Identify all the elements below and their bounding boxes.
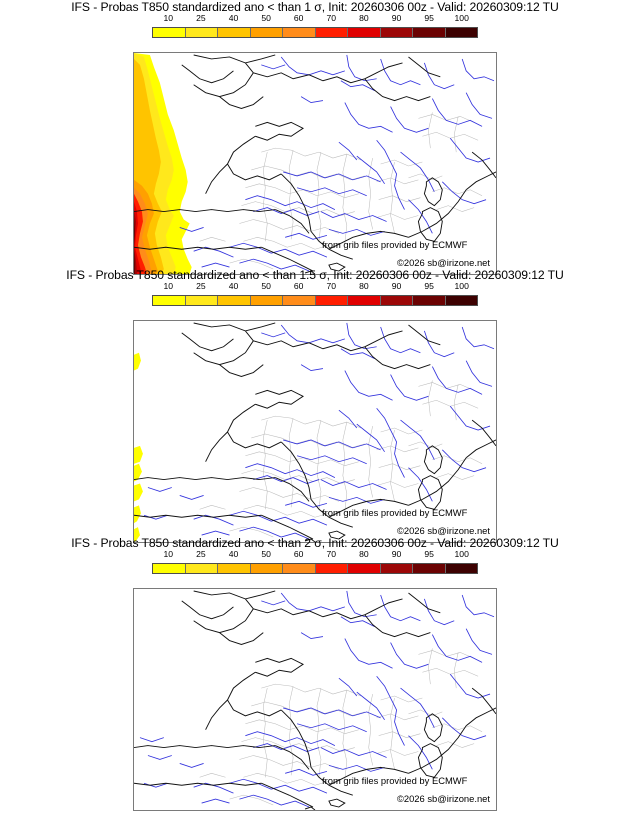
colorbar-band-10: [153, 564, 186, 573]
copyright-credit: ©2026 sb@irizone.net: [396, 257, 490, 268]
colorbar-band-40: [218, 28, 251, 37]
colorbar-tick-25: 25: [196, 281, 206, 291]
colorbar-band-70: [315, 296, 348, 305]
colorbar-tick-50: 50: [261, 13, 271, 23]
colorbar-tick-25: 25: [196, 549, 206, 559]
colorbar-tick-10: 10: [163, 549, 174, 559]
colorbar-tick-60: 60: [293, 281, 304, 291]
colorbar-gradient: [152, 295, 478, 306]
colorbar-tick-95: 95: [424, 549, 434, 559]
map-canvas-2[interactable]: from grib files provided by ECMWF ©2026 …: [133, 320, 497, 543]
panel-title: IFS - Probas T850 standardized ano < tha…: [71, 536, 559, 550]
colorbar-gradient: [152, 563, 478, 574]
colorbar-band-10: [153, 28, 186, 37]
map-canvas-3[interactable]: from grib files provided by ECMWF ©2026 …: [133, 588, 497, 811]
source-credit: from grib files provided by ECMWF: [322, 775, 468, 786]
colorbar-3: 10 25 40 50 60 70 80 90 95 100: [152, 549, 478, 579]
colorbar-band-90: [380, 296, 413, 305]
colorbar-tick-90: 90: [391, 281, 402, 291]
colorbar-ticks: 10 25 40 50 60 70 80 90 95 100: [152, 281, 478, 292]
colorbar-band-100: [445, 296, 477, 305]
colorbar-tick-80: 80: [359, 549, 369, 559]
colorbar-band-95: [413, 28, 446, 37]
colorbar-tick-40: 40: [228, 281, 239, 291]
colorbar-tick-60: 60: [293, 549, 304, 559]
copyright-credit: ©2026 sb@irizone.net: [396, 793, 490, 804]
colorbar-tick-60: 60: [293, 13, 304, 23]
colorbar-band-90: [380, 564, 413, 573]
colorbar-tick-80: 80: [359, 13, 369, 23]
map-canvas-1[interactable]: from grib files provided by ECMWF ©2026 …: [133, 52, 497, 275]
colorbar-band-10: [153, 296, 186, 305]
colorbar-band-25: [185, 296, 218, 305]
colorbar-tick-40: 40: [228, 549, 239, 559]
colorbar-band-80: [348, 296, 381, 305]
colorbar-band-60: [283, 564, 316, 573]
colorbar-band-50: [250, 564, 283, 573]
colorbar-band-40: [218, 564, 251, 573]
colorbar-tick-50: 50: [261, 549, 271, 559]
colorbar-tick-70: 70: [326, 281, 337, 291]
colorbar-band-100: [445, 28, 477, 37]
colorbar-band-50: [250, 28, 283, 37]
colorbar-tick-90: 90: [391, 549, 402, 559]
colorbar-band-25: [185, 564, 218, 573]
colorbar-tick-80: 80: [359, 281, 369, 291]
colorbar-tick-100: 100: [454, 13, 469, 23]
colorbar-1: 10 25 40 50 60 70 80 90 95 100: [152, 13, 478, 43]
source-credit: from grib files provided by ECMWF: [322, 239, 468, 250]
colorbar-ticks: 10 25 40 50 60 70 80 90 95 100: [152, 549, 478, 560]
colorbar-band-25: [185, 28, 218, 37]
colorbar-tick-40: 40: [228, 13, 239, 23]
colorbar-tick-25: 25: [196, 13, 206, 23]
colorbar-gradient: [152, 27, 478, 38]
colorbar-tick-70: 70: [326, 549, 337, 559]
colorbar-band-95: [413, 296, 446, 305]
colorbar-tick-100: 100: [454, 281, 469, 291]
copyright-credit: ©2026 sb@irizone.net: [396, 525, 490, 536]
colorbar-tick-50: 50: [261, 281, 271, 291]
colorbar-band-80: [348, 28, 381, 37]
colorbar-band-100: [445, 564, 477, 573]
colorbar-tick-95: 95: [424, 281, 434, 291]
colorbar-band-60: [283, 296, 316, 305]
panel-title: IFS - Probas T850 standardized ano < tha…: [71, 0, 559, 14]
colorbar-band-60: [283, 28, 316, 37]
colorbar-tick-95: 95: [424, 13, 434, 23]
colorbar-tick-70: 70: [326, 13, 337, 23]
panel-title: IFS - Probas T850 standardized ano < tha…: [66, 268, 564, 282]
source-credit: from grib files provided by ECMWF: [322, 507, 468, 518]
colorbar-2: 10 25 40 50 60 70 80 90 95 100: [152, 281, 478, 311]
colorbar-band-70: [315, 564, 348, 573]
colorbar-ticks: 10 25 40 50 60 70 80 90 95 100: [152, 13, 478, 24]
colorbar-band-90: [380, 28, 413, 37]
colorbar-band-50: [250, 296, 283, 305]
colorbar-band-70: [315, 28, 348, 37]
colorbar-tick-10: 10: [163, 281, 174, 291]
colorbar-band-95: [413, 564, 446, 573]
colorbar-tick-10: 10: [163, 13, 174, 23]
colorbar-band-40: [218, 296, 251, 305]
colorbar-band-80: [348, 564, 381, 573]
colorbar-tick-90: 90: [391, 13, 402, 23]
colorbar-tick-100: 100: [454, 549, 469, 559]
